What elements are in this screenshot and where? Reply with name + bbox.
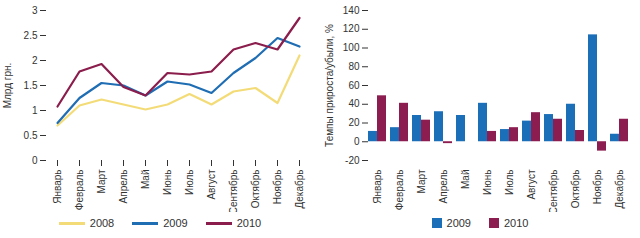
svg-text:Сентябрь: Сентябрь [548,170,559,213]
svg-text:Февраль: Февраль [394,170,405,211]
svg-text:Темпы прироста/убыли, %: Темпы прироста/убыли, % [324,24,335,147]
svg-text:Ноябрь: Ноябрь [592,170,603,205]
svg-text:Июль: Июль [504,170,515,196]
svg-text:Июнь: Июнь [482,170,493,195]
svg-text:0: 0 [354,136,360,147]
svg-text:Сентябрь: Сентябрь [228,170,239,213]
svg-text:120: 120 [343,23,360,34]
svg-text:Декабрь: Декабрь [294,170,305,209]
svg-text:Август: Август [206,169,217,200]
svg-text:Май: Май [460,170,471,190]
svg-text:Март: Март [416,169,427,193]
html-text:2010: 2010 [236,217,262,229]
html-text:2009: 2009 [163,217,188,229]
svg-text:1.5: 1.5 [24,80,38,91]
svg-text:0.5: 0.5 [24,130,38,141]
svg-text:Январь: Январь [52,170,63,204]
svg-text:100: 100 [343,42,360,53]
svg-text:60: 60 [348,80,360,91]
svg-text:Млрд грн.: Млрд грн. [2,63,13,109]
svg-text:Август: Август [526,169,537,200]
svg-text:Апрель: Апрель [438,170,449,204]
svg-text:2.5: 2.5 [24,30,38,41]
svg-text:20: 20 [348,117,360,128]
svg-text:Январь: Январь [372,170,383,204]
svg-text:140: 140 [343,5,360,16]
svg-text:Июнь: Июнь [162,170,173,195]
svg-text:1: 1 [32,105,38,116]
html-text:2010: 2010 [504,217,529,229]
svg-text:Октябрь: Октябрь [250,170,261,209]
svg-text:Февраль: Февраль [74,170,85,211]
svg-text:3: 3 [32,5,38,16]
svg-text:80: 80 [348,61,360,72]
svg-text:Декабрь: Декабрь [614,170,625,209]
svg-text:Март: Март [96,169,107,193]
html-text:2009: 2009 [446,217,471,229]
svg-text:Октябрь: Октябрь [570,170,581,209]
svg-text:40: 40 [348,98,360,109]
html-text:2008: 2008 [89,217,115,229]
svg-text:Май: Май [140,170,151,190]
svg-text:Апрель: Апрель [118,170,129,204]
svg-text:Ноябрь: Ноябрь [272,170,283,205]
svg-text:-20: -20 [345,155,360,166]
svg-text:0: 0 [32,155,38,166]
svg-text:Июль: Июль [184,170,195,196]
svg-text:2: 2 [32,55,38,66]
